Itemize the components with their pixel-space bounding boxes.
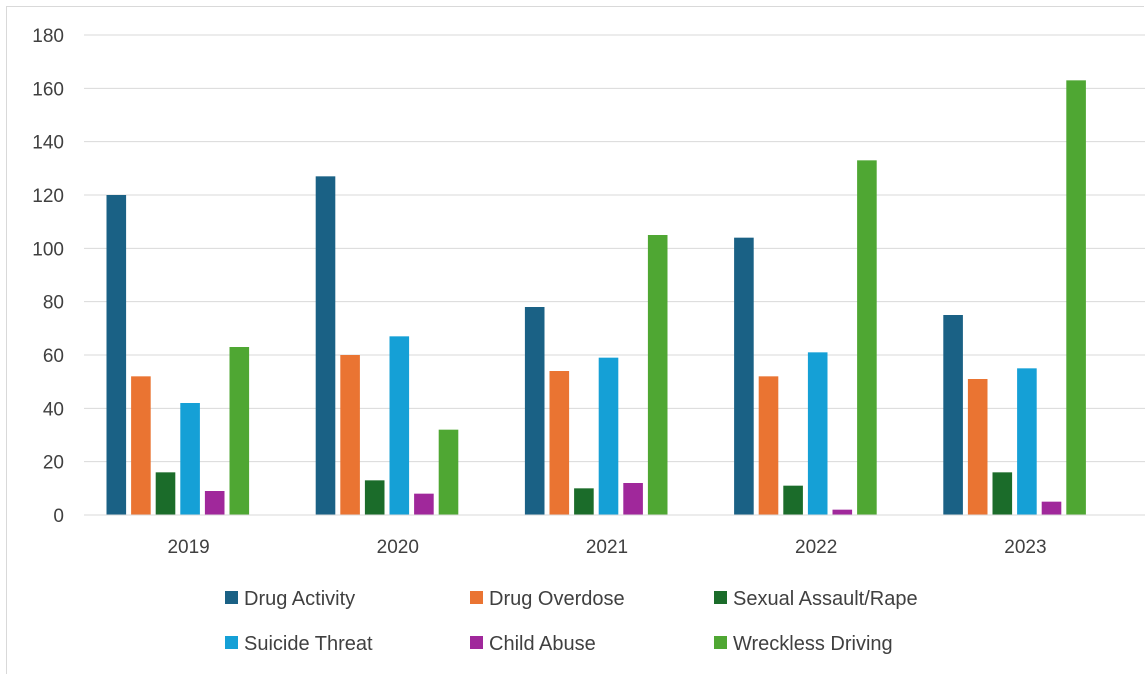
bar-drug-activity-2022 [734,237,754,515]
bar-sexual-assault-rape-2023 [992,472,1013,515]
bar-suicide-threat-2022 [807,352,828,515]
legend-label: Drug Overdose [489,588,625,610]
y-tick-label: 0 [53,506,64,527]
bar-wreckless-driving-2021 [647,235,668,515]
bar-child-abuse-2019 [204,491,225,515]
x-tick-label: 2023 [1004,537,1046,558]
y-tick-label: 120 [32,186,64,207]
bar-drug-overdose-2022 [758,376,779,515]
bar-suicide-threat-2020 [389,336,410,515]
legend: Drug Activity Drug Overdose Sexual Assault… [225,588,918,655]
bar-drug-activity-2021 [524,307,545,515]
legend-item: Sexual Assault/Rape [714,588,918,610]
x-axis-ticks: 2019 2020 2021 2022 2023 [167,537,1046,558]
legend-swatch [470,636,483,649]
legend-label: Child Abuse [489,633,596,655]
bar-suicide-threat-2023 [1017,368,1037,515]
bar-suicide-threat-2021 [598,357,619,515]
legend-swatch [714,591,727,604]
legend-item: Wreckless Driving [714,633,893,655]
y-axis-ticks: 0 20 40 60 80 100 120 140 160 180 [32,26,64,527]
y-tick-label: 20 [43,453,64,474]
x-tick-label: 2019 [167,537,209,558]
bar-child-abuse-2021 [623,483,643,515]
bar-wreckless-driving-2022 [857,160,877,516]
bar-wreckless-driving-2019 [229,347,250,515]
y-tick-label: 80 [43,293,64,314]
bar-sexual-assault-rape-2020 [364,480,385,515]
bar-sexual-assault-rape-2019 [155,472,176,515]
x-tick-label: 2020 [377,537,419,558]
bar-drug-overdose-2020 [340,355,360,515]
bar-sexual-assault-rape-2021 [574,488,594,515]
y-tick-label: 60 [43,346,64,367]
bar-child-abuse-2023 [1041,501,1062,515]
bar-drug-overdose-2019 [131,376,151,515]
legend-item: Suicide Threat [225,633,373,655]
legend-label: Drug Activity [244,588,355,610]
bar-drug-activity-2019 [106,195,127,515]
bar-drug-activity-2023 [943,315,963,515]
bar-child-abuse-2020 [414,493,434,515]
bar-drug-overdose-2021 [549,371,570,515]
bar-child-abuse-2022 [832,509,853,515]
legend-label: Sexual Assault/Rape [733,588,918,610]
bar-wreckless-driving-2023 [1066,80,1086,515]
legend-swatch [225,591,238,604]
x-tick-label: 2021 [586,537,628,558]
bar-sexual-assault-rape-2022 [783,485,803,515]
y-tick-label: 180 [32,26,64,47]
bar-suicide-threat-2019 [180,403,200,515]
y-tick-label: 100 [32,239,64,260]
y-tick-label: 40 [43,399,64,420]
x-tick-label: 2022 [795,537,837,558]
bar-wreckless-driving-2020 [438,429,459,515]
y-tick-label: 140 [32,133,64,154]
legend-item: Drug Activity [225,588,355,610]
legend-item: Child Abuse [470,633,596,655]
legend-swatch [714,636,727,649]
y-tick-label: 160 [32,79,64,100]
bar-drug-overdose-2023 [967,379,988,515]
legend-item: Drug Overdose [470,588,625,610]
legend-label: Suicide Threat [244,633,373,655]
bar-drug-activity-2020 [315,176,336,516]
legend-swatch [225,636,238,649]
bars [106,80,1086,516]
legend-label: Wreckless Driving [733,633,893,655]
legend-swatch [470,591,483,604]
